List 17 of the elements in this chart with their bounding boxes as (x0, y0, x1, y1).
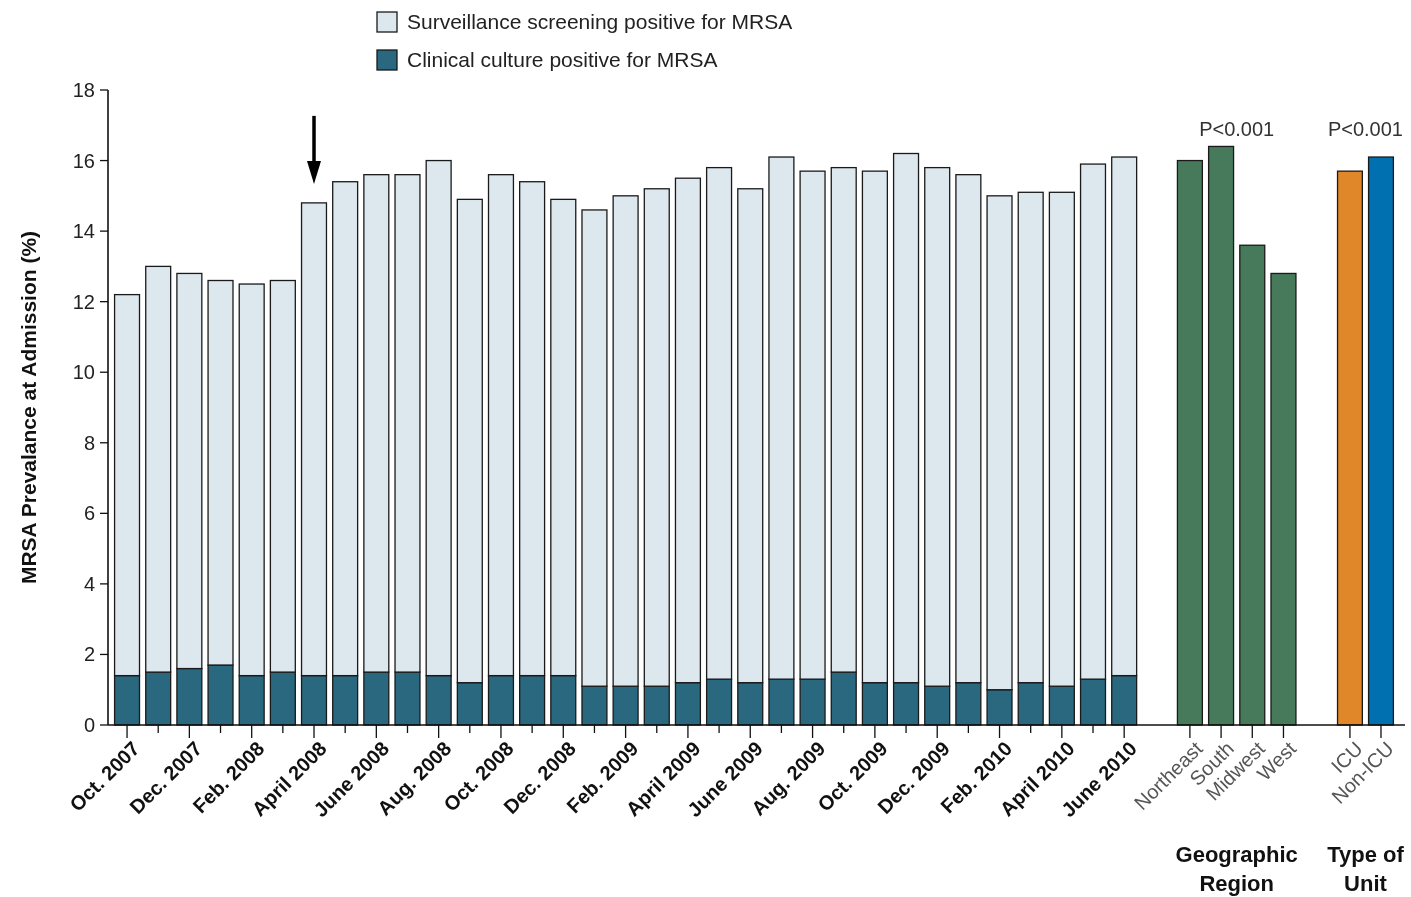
legend-label: Clinical culture positive for MRSA (407, 48, 718, 72)
y-tick-label: 8 (83, 431, 95, 454)
y-tick-label: 16 (72, 149, 95, 172)
annotation: P<0.001 (1327, 118, 1403, 140)
y-tick-label: 12 (72, 290, 95, 313)
y-tick-label: 0 (83, 714, 95, 736)
legend-label: Surveillance screening positive for MRSA (407, 10, 793, 34)
y-tick-label: 4 (83, 572, 95, 595)
x-axis-title: Type of Unit (1327, 842, 1405, 896)
y-tick-label: 10 (72, 361, 95, 384)
y-tick-label: 18 (72, 79, 95, 101)
y-tick-label: 2 (83, 643, 95, 666)
y-tick-label: 14 (72, 220, 95, 243)
y-axis-title: MRSA Prevalance at Admission (%) (17, 230, 40, 585)
x-axis-title: Geographic Region (1175, 842, 1298, 896)
annotation: P<0.001 (1199, 118, 1275, 140)
y-tick-label: 6 (83, 502, 95, 525)
